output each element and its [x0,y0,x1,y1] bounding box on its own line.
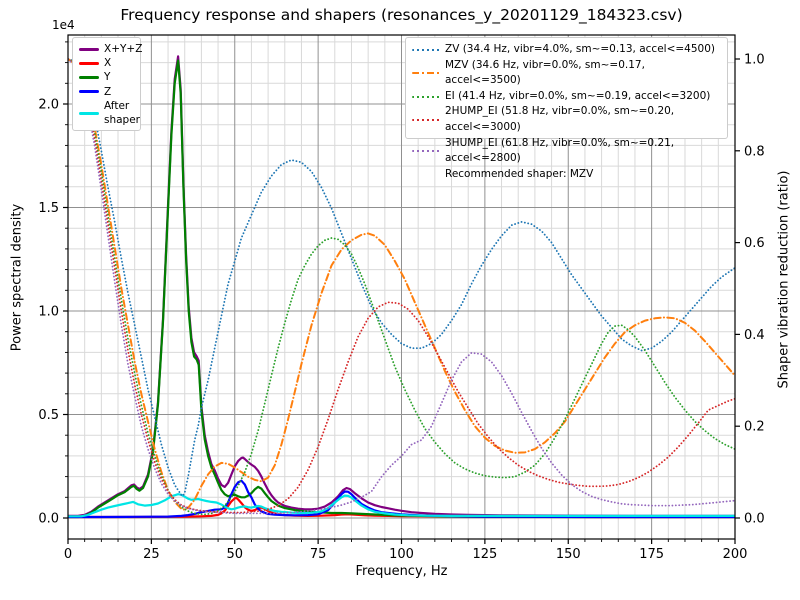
legend-label: MZV (34.6 Hz, vibr=0.0%, sm~=0.17, accel… [445,58,645,87]
y-right-tick-label: 0.6 [744,236,765,251]
legend-entry: 2HUMP_EI (51.8 Hz, vibr=0.0%, sm~=0.20, … [412,104,721,135]
legend-label: Z [104,85,112,98]
x-tick-label: 200 [723,547,748,562]
x-tick-label: 0 [64,547,72,562]
legend-label: X+Y+Z [104,43,143,55]
legend-entry: MZV (34.6 Hz, vibr=0.0%, sm~=0.17, accel… [412,58,721,89]
legend-label: X [104,57,112,70]
legend-footer: Recommended shaper: MZV [445,167,594,180]
psd-legend: X+Y+Z X Y Z After shaper [72,37,142,131]
x-tick-label: 175 [639,547,664,562]
legend-line-sample [79,90,99,94]
chart-title: Frequency response and shapers (resonanc… [120,6,683,24]
y-axis-label-left: Power spectral density [9,203,25,352]
legend-line-sample [79,76,99,79]
y-left-tick-label: 1.5 [38,201,59,216]
y-right-tick-label: 0.4 [744,328,765,343]
legend-line-sample [412,48,440,51]
y-axis-offset-text: 1e4 [52,18,75,32]
legend-entry: EI (41.4 Hz, vibr=0.0%, sm~=0.19, accel<… [412,89,721,105]
legend-entry: X [79,56,134,70]
legend-line-sample [412,95,440,98]
series-mzv [68,58,735,511]
x-tick-label: 100 [389,547,414,562]
y-right-tick-label: 0.0 [744,512,765,527]
legend-entry: X+Y+Z [79,42,142,56]
x-tick-label: 125 [472,547,497,562]
x-tick-label: 75 [310,547,327,562]
legend-line-sample [412,118,440,121]
y-left-tick-label: 0.5 [38,408,59,423]
y-right-tick-label: 0.2 [744,420,765,435]
x-tick-label: 25 [143,547,160,562]
legend-label: Y [104,71,111,84]
legend-line-sample [79,61,99,65]
legend-label: 2HUMP_EI (51.8 Hz, vibr=0.0%, sm~=0.20, … [445,105,675,133]
series-y [68,59,735,519]
legend-line-sample [412,72,440,75]
series-after-shaper [68,493,735,518]
legend-label: 3HUMP_EI (61.8 Hz, vibr=0.0%, sm~=0.21, … [445,136,675,165]
series-2hump-ei [68,58,735,514]
y-left-tick-label: 1.0 [38,305,59,320]
legend-entry: Y [79,70,134,84]
legend-entry: 3HUMP_EI (61.8 Hz, vibr=0.0%, sm~=0.21, … [412,136,721,167]
legend-entry: After shaper [79,99,140,127]
legend-entry: ZV (34.4 Hz, vibr=4.0%, sm~=0.13, accel<… [412,42,721,58]
shaper-legend: ZV (34.4 Hz, vibr=4.0%, sm~=0.13, accel<… [405,37,728,180]
x-tick-label: 50 [226,547,243,562]
series-3hump-ei [68,58,735,515]
legend-line-sample [412,150,440,153]
legend-entry: Z [79,85,134,99]
y-left-tick-label: 2.0 [38,98,59,113]
legend-label: After shaper [104,99,141,127]
x-axis-label: Frequency, Hz [355,564,448,579]
legend-line-sample [79,47,99,51]
legend-label: EI (41.4 Hz, vibr=0.0%, sm~=0.19, accel<… [445,89,711,102]
series-zv [68,58,735,497]
y-right-tick-label: 1.0 [744,53,765,68]
y-axis-label-right: Shaper vibration reduction (ratio) [776,170,792,389]
y-right-tick-label: 0.8 [744,144,765,159]
x-tick-label: 150 [556,547,581,562]
y-left-tick-label: 0.0 [38,512,59,527]
legend-line-sample [79,111,99,115]
legend-label: ZV (34.4 Hz, vibr=4.0%, sm~=0.13, accel<… [445,43,715,55]
